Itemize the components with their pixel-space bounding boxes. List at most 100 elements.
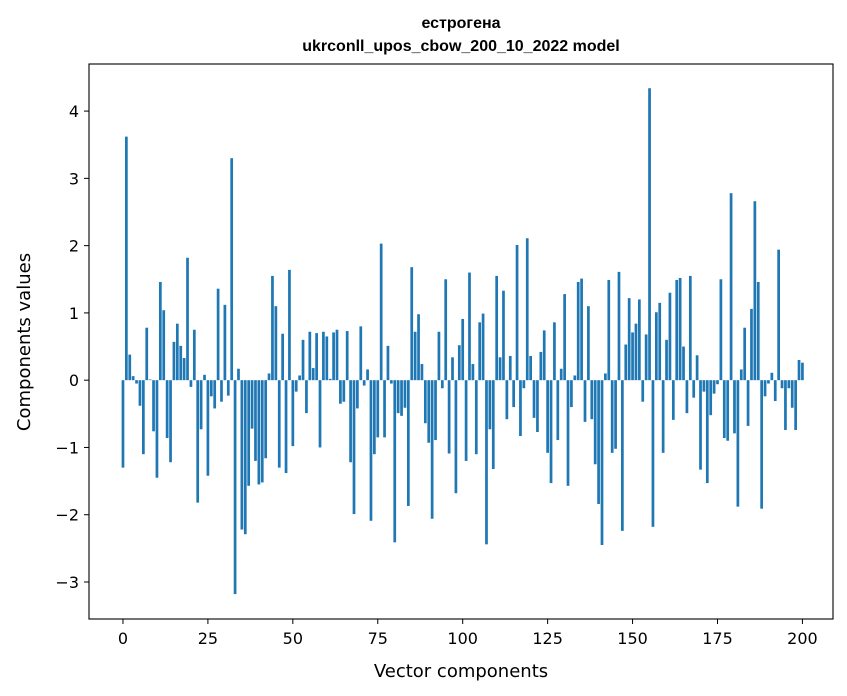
bar-160 <box>665 339 668 381</box>
bar-81 <box>396 380 400 414</box>
bar-25 <box>206 380 210 476</box>
bar-94 <box>440 380 444 389</box>
bar-95 <box>444 279 448 381</box>
bar-159 <box>661 380 665 453</box>
bar-197 <box>790 380 794 408</box>
bar-157 <box>654 312 658 381</box>
bar-145 <box>614 380 617 449</box>
bar-4 <box>135 380 138 384</box>
bar-141 <box>600 380 604 545</box>
bar-50 <box>291 380 295 447</box>
bar-170 <box>699 380 702 470</box>
x-tick-label: 0 <box>118 629 128 648</box>
bar-93 <box>437 331 441 381</box>
chart-title-line-1: естрогена <box>421 15 500 32</box>
y-tick-label: −3 <box>55 573 79 592</box>
bar-194 <box>780 380 784 389</box>
bar-20 <box>189 380 193 387</box>
bar-70 <box>359 326 363 381</box>
bar-200 <box>801 362 804 381</box>
x-tick-label: 75 <box>368 629 388 648</box>
bar-1 <box>125 136 128 381</box>
bar-167 <box>688 275 692 381</box>
bar-30 <box>223 304 227 381</box>
y-tick-label: −2 <box>55 506 79 525</box>
bar-15 <box>172 341 176 381</box>
bar-191 <box>770 372 774 381</box>
bar-107 <box>485 380 488 545</box>
y-tick-label: 1 <box>69 304 79 323</box>
bar-21 <box>192 329 196 381</box>
bar-126 <box>549 380 553 484</box>
bar-171 <box>702 380 706 392</box>
bar-89 <box>423 380 427 424</box>
bar-189 <box>763 380 767 397</box>
bar-80 <box>393 380 397 543</box>
bar-130 <box>563 294 566 381</box>
bar-7 <box>145 327 149 381</box>
bar-123 <box>539 351 543 381</box>
bar-68 <box>352 380 356 515</box>
bar-142 <box>604 373 607 381</box>
bar-173 <box>709 380 713 416</box>
bar-37 <box>247 380 251 486</box>
bar-75 <box>376 380 380 438</box>
bar-154 <box>644 334 648 381</box>
bar-39 <box>254 380 257 461</box>
bar-125 <box>546 380 549 453</box>
bar-175 <box>716 380 719 385</box>
bar-27 <box>213 380 217 409</box>
bar-60 <box>325 336 329 381</box>
bar-77 <box>383 380 386 438</box>
bar-143 <box>607 279 611 381</box>
bar-78 <box>386 345 390 381</box>
bar-66 <box>345 331 349 381</box>
bar-51 <box>294 380 298 392</box>
bar-152 <box>638 299 641 381</box>
bar-166 <box>685 380 689 414</box>
bar-34 <box>237 368 240 381</box>
bar-3 <box>131 376 135 381</box>
bar-10 <box>155 380 159 478</box>
bar-183 <box>743 327 747 381</box>
bar-164 <box>678 277 682 381</box>
bar-188 <box>760 380 764 509</box>
bar-119 <box>525 238 529 381</box>
bar-59 <box>322 331 325 381</box>
bar-121 <box>532 380 536 418</box>
bar-172 <box>705 380 709 484</box>
bar-9 <box>152 380 155 432</box>
bar-198 <box>794 380 797 430</box>
bar-57 <box>315 333 318 381</box>
bar-102 <box>468 272 471 381</box>
y-tick-label: 4 <box>69 102 79 121</box>
bar-101 <box>464 380 468 461</box>
bar-124 <box>542 330 546 381</box>
y-axis-label: Components values <box>14 253 35 431</box>
bar-165 <box>682 346 685 381</box>
bar-40 <box>257 380 261 485</box>
x-tick-label: 25 <box>198 629 218 648</box>
chart-title-line-2: ukrconll_upos_cbow_200_10_2022 model <box>302 38 619 55</box>
bar-132 <box>570 380 573 408</box>
bar-96 <box>447 380 451 454</box>
bar-48 <box>284 380 288 474</box>
x-axis-ticks: 0 25 50 75 100 125 150 175 200 <box>118 619 818 648</box>
bar-192 <box>773 380 777 402</box>
bar-155 <box>648 88 651 381</box>
bar-156 <box>651 380 655 527</box>
plot-area-frame <box>88 63 834 620</box>
bar-13 <box>165 380 169 439</box>
bar-8 <box>148 379 152 381</box>
bar-54 <box>305 380 308 414</box>
y-axis-ticks: −3 −2 −1 0 1 2 3 4 <box>55 102 89 592</box>
bar-112 <box>502 290 505 381</box>
bar-47 <box>281 333 284 381</box>
bar-74 <box>373 380 376 455</box>
x-tick-label: 50 <box>283 629 303 648</box>
bar-134 <box>576 281 580 381</box>
bar-18 <box>182 357 186 381</box>
